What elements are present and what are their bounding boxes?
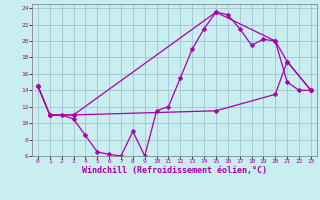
X-axis label: Windchill (Refroidissement éolien,°C): Windchill (Refroidissement éolien,°C) [82,166,267,175]
